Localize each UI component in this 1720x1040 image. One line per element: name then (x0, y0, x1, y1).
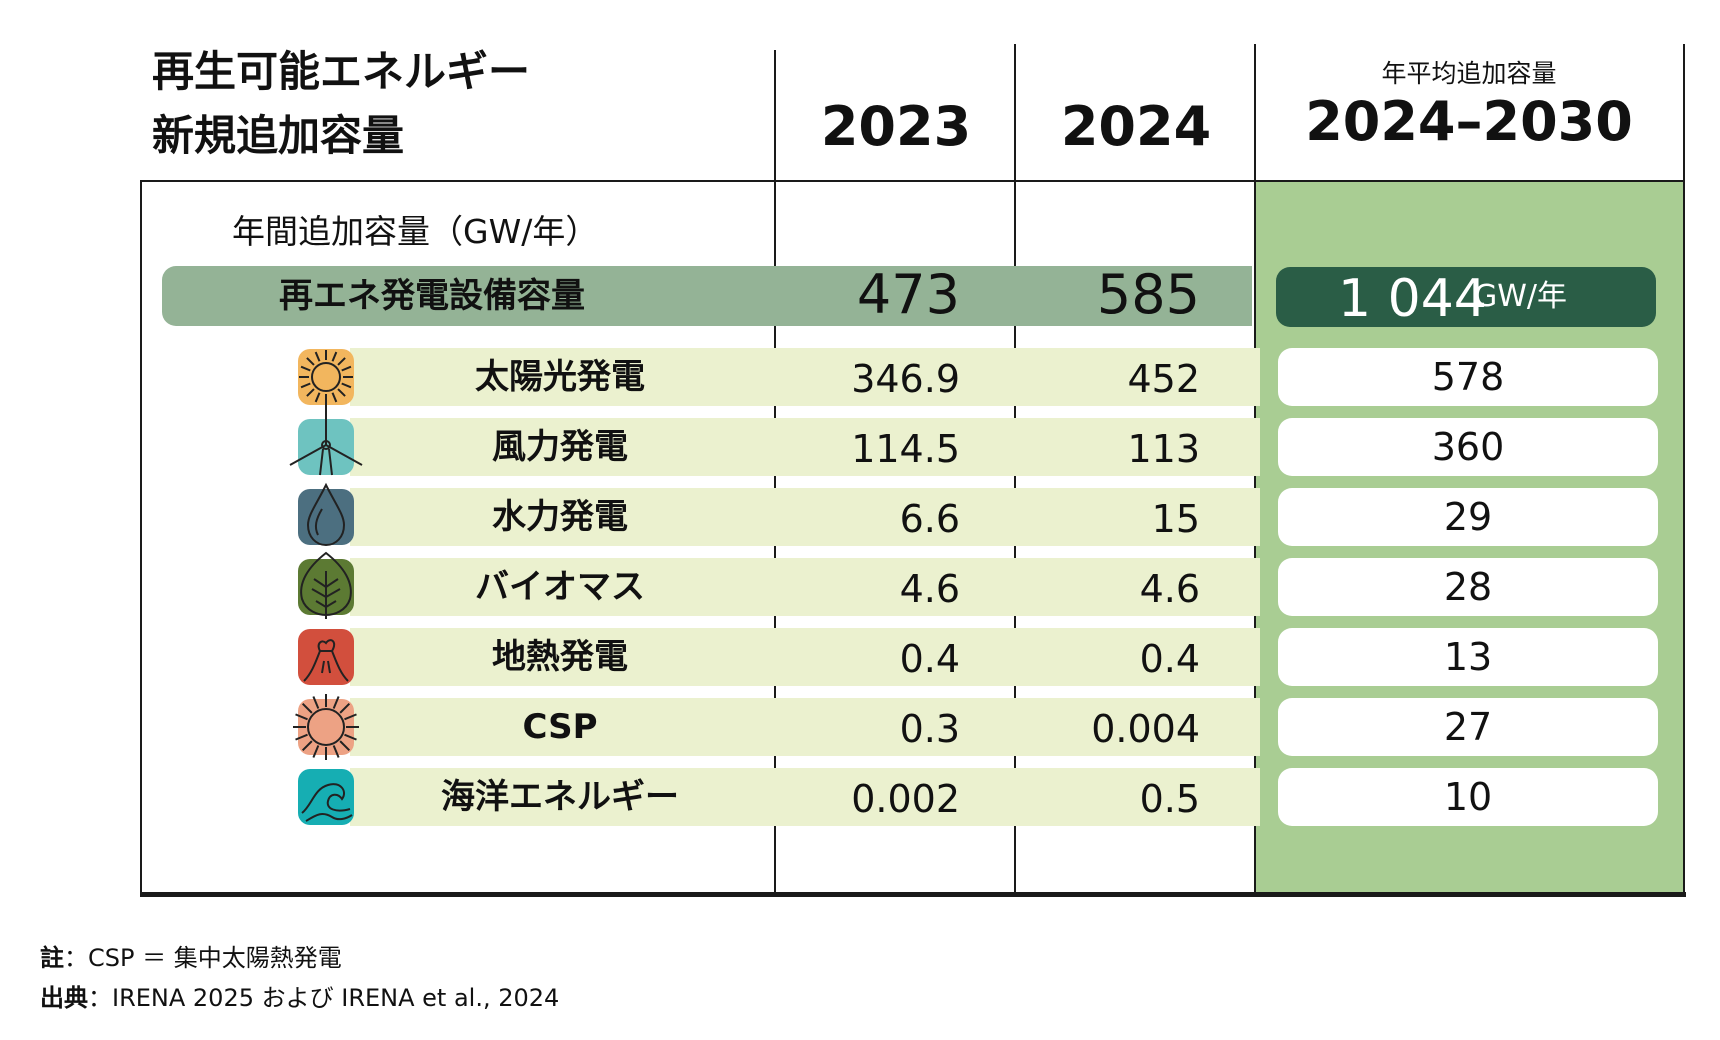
row-bar (350, 418, 1260, 476)
row-label: 水力発電 (492, 497, 628, 537)
value-2023: 6.6 (899, 497, 960, 541)
value-2023: 4.6 (899, 567, 960, 611)
total-2023-value: 473 (856, 263, 960, 326)
total-row-bar (162, 266, 1252, 326)
row-label: 太陽光発電 (475, 357, 645, 397)
footnote-label: 註 (40, 944, 64, 972)
wind-turbine-icon (289, 403, 363, 477)
value-avg-2024-2030: 578 (1278, 348, 1658, 406)
sun-icon-graphic (298, 349, 354, 405)
value-2023: 0.002 (851, 777, 960, 821)
table-left-border (140, 180, 142, 894)
csp-sun-icon (293, 694, 359, 760)
value-avg-2024-2030: 360 (1278, 418, 1658, 476)
page-title: 再生可能エネルギー 新規追加容量 (152, 40, 530, 168)
value-2024: 0.4 (1139, 637, 1200, 681)
value-avg-2024-2030: 27 (1278, 698, 1658, 756)
sun-icon (296, 347, 356, 407)
row-label: バイオマス (475, 567, 645, 607)
leaf-icon-graphic (298, 551, 354, 619)
title-line-1: 再生可能エネルギー (152, 47, 531, 96)
value-2023: 346.9 (851, 357, 960, 401)
row-bar (350, 698, 1260, 756)
row-bar (350, 628, 1260, 686)
csp-sun-icon-graphic (293, 694, 359, 760)
source-note: 出典：IRENA 2025 および IRENA et al., 2024 (40, 978, 559, 1013)
column-header-avg-range: 2024–2030 (1305, 90, 1633, 153)
value-2023: 0.3 (899, 707, 960, 751)
total-avg-value: 1 044 (1338, 269, 1487, 329)
total-row-label: 再エネ発電設備容量 (279, 276, 585, 316)
table-bottom-border (140, 892, 1686, 897)
table-subtitle: 年間追加容量（GW/年） (232, 212, 599, 251)
value-2024: 113 (1127, 427, 1200, 471)
total-avg-pill: 1 044 GW/年 (1276, 267, 1656, 329)
value-2023: 114.5 (851, 427, 960, 471)
row-bar (350, 348, 1260, 406)
wave-icon (296, 767, 356, 827)
total-2024-value: 585 (1096, 263, 1200, 326)
table-right-border (1683, 44, 1685, 894)
source-text: ：IRENA 2025 および IRENA et al., 2024 (88, 984, 560, 1012)
value-2024: 4.6 (1139, 567, 1200, 611)
column-header-avg-label: 年平均追加容量 (1381, 59, 1557, 88)
row-label: 海洋エネルギー (441, 777, 679, 817)
value-avg-2024-2030: 29 (1278, 488, 1658, 546)
row-bar (350, 558, 1260, 616)
geothermal-icon-graphic (298, 629, 354, 685)
value-2024: 0.5 (1139, 777, 1200, 821)
value-avg-2024-2030: 10 (1278, 768, 1658, 826)
column-header-2023: 2023 (820, 95, 972, 158)
water-drop-icon-graphic (298, 482, 354, 547)
value-2023: 0.4 (899, 637, 960, 681)
footnote: 註：CSP ＝ 集中太陽熱発電 (40, 938, 342, 973)
water-drop-icon (296, 482, 356, 547)
leaf-icon (296, 551, 356, 619)
column-header-2024: 2024 (1060, 95, 1212, 158)
geothermal-icon (296, 627, 356, 687)
wind-turbine-icon-graphic (289, 403, 363, 476)
value-2024: 15 (1151, 497, 1200, 541)
row-label: 風力発電 (492, 427, 628, 467)
value-avg-2024-2030: 28 (1278, 558, 1658, 616)
row-bar (350, 768, 1260, 826)
row-label: CSP (522, 707, 598, 747)
value-avg-2024-2030: 13 (1278, 628, 1658, 686)
row-bar (350, 488, 1260, 546)
row-label: 地熱発電 (492, 637, 628, 677)
value-2024: 452 (1127, 357, 1200, 401)
title-line-2: 新規追加容量 (152, 111, 405, 160)
source-label: 出典 (40, 984, 88, 1012)
value-2024: 0.004 (1091, 707, 1200, 751)
footnote-text: ：CSP ＝ 集中太陽熱発電 (64, 944, 342, 972)
total-avg-unit: GW/年 (1474, 279, 1568, 314)
header-divider (140, 180, 1684, 182)
wave-icon-graphic (298, 769, 354, 825)
